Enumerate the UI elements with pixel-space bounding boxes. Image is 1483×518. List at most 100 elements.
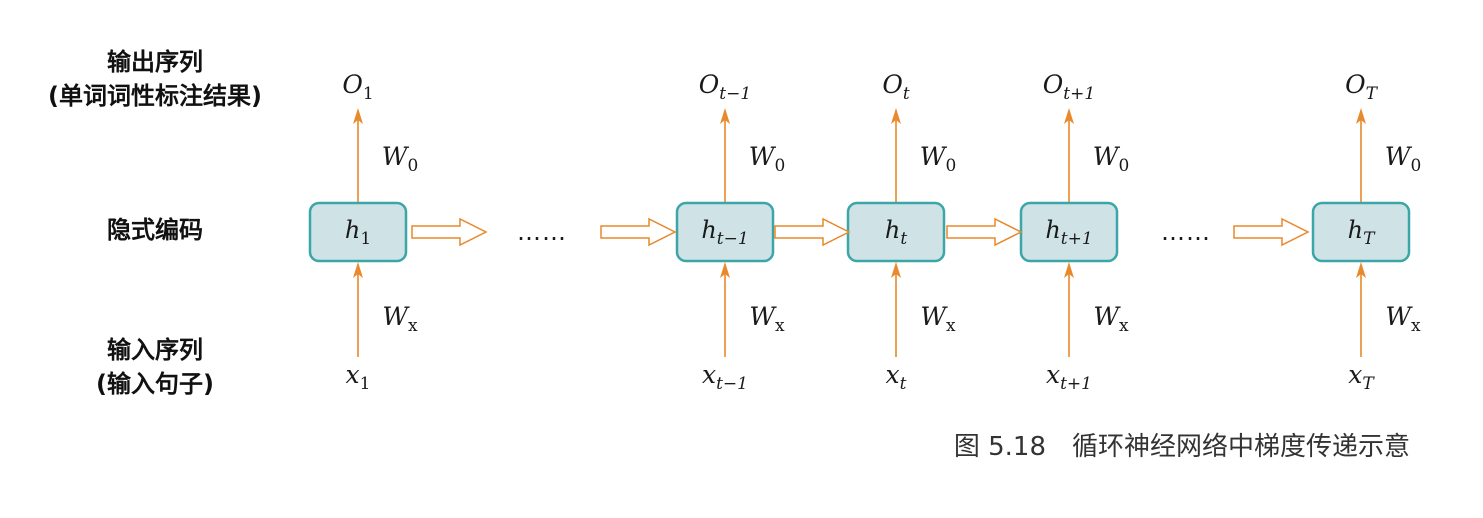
input-label-T-subscript: T: [1362, 374, 1375, 394]
recurrent-arrow-h1-to-ellipsis: [411, 218, 487, 246]
output-weight-1-subscript: 0: [407, 156, 418, 176]
output-arrow-t-1-head: [720, 108, 730, 124]
input-weight-T: Wx: [1385, 302, 1421, 336]
hidden-label-T: hT: [1348, 216, 1376, 249]
output-arrow-t+1-head: [1064, 108, 1074, 124]
output-weight-1: W0: [382, 142, 419, 176]
output-arrow-t-head: [891, 108, 901, 124]
output-weight-T-base: W: [1385, 142, 1413, 171]
hidden-label-t-1: ht−1: [701, 216, 748, 249]
input-label-1-subscript: 1: [360, 374, 371, 394]
output-label-1-base: O: [342, 70, 363, 99]
input-label-t+1-base: x: [1046, 360, 1060, 389]
input-label-t: xt: [886, 360, 907, 394]
output-label-t-subscript: t: [903, 84, 910, 104]
input-weight-t-1-base: W: [749, 302, 777, 331]
output-label-T: OT: [1345, 70, 1379, 104]
recurrent-arrow-ht-to-ht+1: [946, 218, 1022, 246]
recurrent-arrow-ellipsis-to-ht-1: [600, 218, 676, 246]
hidden-label-T-base: h: [1348, 216, 1363, 244]
input-label-T: xT: [1348, 360, 1375, 394]
input-label-t-base: x: [886, 360, 900, 389]
input-weight-1: Wx: [382, 302, 418, 336]
hidden-label-t+1-subscript: t+1: [1061, 229, 1093, 249]
output-row-label: 输出序列: [107, 48, 203, 76]
input-arrow-t+1-head: [1064, 262, 1074, 278]
output-label-1-subscript: 1: [363, 84, 374, 104]
hidden-row-label: 隐式编码: [107, 216, 203, 244]
output-label-t-1-subscript: t−1: [719, 84, 751, 104]
hidden-label-t-1-base: h: [701, 216, 716, 244]
input-arrow-1-head: [353, 262, 363, 278]
input-weight-t: Wx: [920, 302, 956, 336]
output-arrow-1-head: [353, 108, 363, 124]
hidden-cell-1: [308, 201, 408, 263]
hidden-label-t+1-base: h: [1045, 216, 1060, 244]
hidden-label-t: ht: [885, 216, 907, 249]
input-weight-1-subscript: x: [408, 316, 418, 336]
input-arrow-t-1-head: [720, 262, 730, 278]
ellipsis-right: ……: [1161, 218, 1211, 246]
recurrent-arrow-ht-1-to-ht: [774, 218, 850, 246]
recurrent-arrow-ellipsis-to-hT: [1233, 218, 1309, 246]
output-label-1: O1: [342, 70, 373, 104]
input-label-t+1-subscript: t+1: [1060, 374, 1092, 394]
output-label-t-base: O: [882, 70, 903, 99]
output-label-t-1-base: O: [699, 70, 720, 99]
input-label-t+1: xt+1: [1046, 360, 1092, 394]
hidden-label-1: h1: [345, 216, 371, 249]
input-weight-T-subscript: x: [1411, 316, 1421, 336]
input-weight-t-1: Wx: [749, 302, 785, 336]
hidden-cell-t-1: [675, 201, 775, 263]
hidden-label-1-base: h: [345, 216, 360, 244]
input-weight-t+1-base: W: [1093, 302, 1121, 331]
input-weight-t-1-subscript: x: [775, 316, 785, 336]
input-weight-T-base: W: [1385, 302, 1413, 331]
ellipsis-left: ……: [517, 218, 567, 246]
input-label-t-subscript: t: [900, 374, 907, 394]
input-weight-1-base: W: [382, 302, 410, 331]
input-arrow-t-head: [891, 262, 901, 278]
hidden-label-1-subscript: 1: [360, 229, 371, 249]
input-row-sublabel: (输入句子): [96, 370, 214, 398]
hidden-label-T-subscript: T: [1363, 229, 1376, 249]
output-label-T-subscript: T: [1366, 84, 1379, 104]
hidden-label-t+1: ht+1: [1045, 216, 1092, 249]
input-label-t-1-base: x: [702, 360, 716, 389]
rnn-columns: O1W0h1Wxx1Ot−1W0ht−1Wxxt−1OtW0htWxxtOt+1…: [308, 70, 1422, 394]
output-label-T-base: O: [1345, 70, 1366, 99]
hidden-label-t-subscript: t: [900, 229, 907, 249]
output-label-t-1: Ot−1: [699, 70, 751, 104]
output-weight-t-1-base: W: [749, 142, 777, 171]
input-label-1-base: x: [346, 360, 360, 389]
output-weight-t-base: W: [920, 142, 948, 171]
input-arrow-T-head: [1356, 262, 1366, 278]
output-weight-1-base: W: [382, 142, 410, 171]
input-label-t-1: xt−1: [702, 360, 748, 394]
output-weight-t-subscript: 0: [945, 156, 956, 176]
input-label-t-1-subscript: t−1: [716, 374, 748, 394]
output-weight-t+1: W0: [1093, 142, 1130, 176]
output-label-t+1-base: O: [1043, 70, 1064, 99]
output-label-t: Ot: [882, 70, 910, 104]
output-weight-T: W0: [1385, 142, 1422, 176]
input-weight-t-subscript: x: [946, 316, 956, 336]
output-row-sublabel: (单词词性标注结果): [48, 82, 262, 110]
output-weight-t-1: W0: [749, 142, 786, 176]
hidden-cell-T: [1311, 201, 1411, 263]
output-weight-t-1-subscript: 0: [774, 156, 785, 176]
output-label-t+1-subscript: t+1: [1063, 84, 1095, 104]
input-row-label: 输入序列: [107, 336, 203, 364]
hidden-label-t-1-subscript: t−1: [717, 229, 749, 249]
input-label-T-base: x: [1348, 360, 1362, 389]
output-weight-t: W0: [920, 142, 957, 176]
output-weight-T-subscript: 0: [1410, 156, 1421, 176]
output-arrow-T-head: [1356, 108, 1366, 124]
hidden-label-t-base: h: [885, 216, 900, 244]
